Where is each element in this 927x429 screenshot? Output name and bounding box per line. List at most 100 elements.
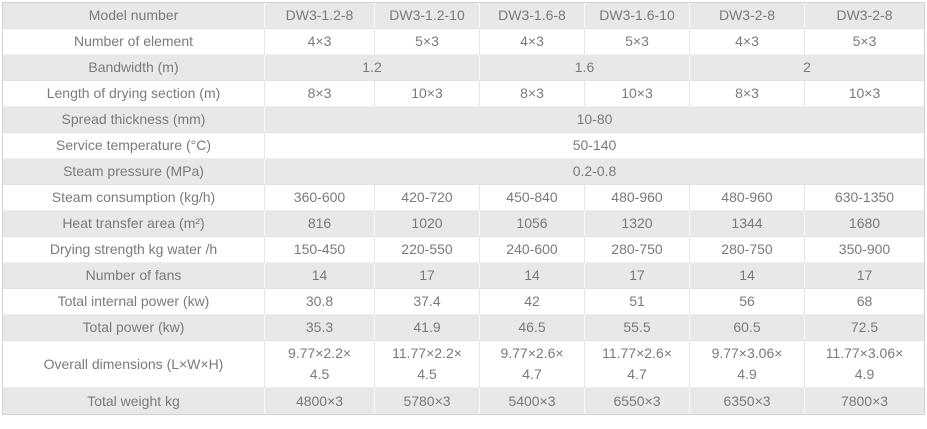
value-cell: 5×3 xyxy=(585,29,690,55)
value-cell: 17 xyxy=(375,263,480,289)
value-cell: 30.8 xyxy=(265,289,375,315)
value-cell: 1680 xyxy=(805,211,924,237)
value-cell: 240-600 xyxy=(480,237,585,263)
value-cell: 7800×3 xyxy=(805,388,924,414)
value-cell: 35.3 xyxy=(265,315,375,341)
value-cell: 14 xyxy=(265,263,375,289)
value-cell: 480-960 xyxy=(690,185,805,211)
value-cell: 14 xyxy=(690,263,805,289)
row-label: Spread thickness (mm) xyxy=(3,107,265,133)
value-cell: 280-750 xyxy=(690,237,805,263)
row-label: Total power (kw) xyxy=(3,315,265,341)
value-cell: 5400×3 xyxy=(480,388,585,414)
value-cell: 1056 xyxy=(480,211,585,237)
value-cell: 4800×3 xyxy=(265,388,375,414)
value-cell: 480-960 xyxy=(585,185,690,211)
value-cell: 1320 xyxy=(585,211,690,237)
value-cell: 68 xyxy=(805,289,924,315)
row-label: Number of fans xyxy=(3,263,265,289)
value-cell: 11.77×2.2× 4.5 xyxy=(375,341,480,388)
value-cell: 2 xyxy=(690,55,924,81)
value-cell: 10×3 xyxy=(585,81,690,107)
model-header-cell: DW3-2-8 xyxy=(805,3,924,29)
value-cell: 1020 xyxy=(375,211,480,237)
model-header-cell: DW3-2-8 xyxy=(690,3,805,29)
value-cell: 6550×3 xyxy=(585,388,690,414)
value-cell: 10×3 xyxy=(805,81,924,107)
spec-table-body: Model number DW3-1.2-8 DW3-1.2-10 DW3-1.6-8… xyxy=(3,3,924,414)
table-row: Heat transfer area (m²) 816 1020 1056 1320 13… xyxy=(3,211,924,237)
value-cell: 72.5 xyxy=(805,315,924,341)
value-cell: 41.9 xyxy=(375,315,480,341)
value-cell: 1344 xyxy=(690,211,805,237)
value-cell: 37.4 xyxy=(375,289,480,315)
table-row: Total power (kw) 35.3 41.9 46.5 55.5 60.5 72.5 xyxy=(3,315,924,341)
value-cell: 5×3 xyxy=(805,29,924,55)
value-cell: 8×3 xyxy=(265,81,375,107)
row-label: Total internal power (kw) xyxy=(3,289,265,315)
row-label: Bandwidth (m) xyxy=(3,55,265,81)
value-cell: 17 xyxy=(805,263,924,289)
header-row: Model number DW3-1.2-8 DW3-1.2-10 DW3-1.6-8… xyxy=(3,3,924,29)
table-row: Spread thickness (mm) 10-80 xyxy=(3,107,924,133)
value-cell: 4×3 xyxy=(265,29,375,55)
value-cell: 42 xyxy=(480,289,585,315)
value-cell: 280-750 xyxy=(585,237,690,263)
row-label: Steam pressure (MPa) xyxy=(3,159,265,185)
table-row: Drying strength kg water /h 150-450 220-55… xyxy=(3,237,924,263)
row-label: Model number xyxy=(3,3,265,29)
model-header-cell: DW3-1.2-10 xyxy=(375,3,480,29)
value-cell: 51 xyxy=(585,289,690,315)
model-header-cell: DW3-1.6-10 xyxy=(585,3,690,29)
table-row: Total weight kg 4800×3 5780×3 5400×3 6550×3 6… xyxy=(3,388,924,414)
value-cell: 56 xyxy=(690,289,805,315)
value-cell: 1.2 xyxy=(265,55,480,81)
table-row: Steam pressure (MPa) 0.2-0.8 xyxy=(3,159,924,185)
value-cell: 450-840 xyxy=(480,185,585,211)
row-label: Drying strength kg water /h xyxy=(3,237,265,263)
value-cell: 816 xyxy=(265,211,375,237)
value-cell: 4×3 xyxy=(480,29,585,55)
table-row: Bandwidth (m) 1.2 1.6 2 xyxy=(3,55,924,81)
value-cell: 46.5 xyxy=(480,315,585,341)
table-row: Number of element 4×3 5×3 4×3 5×3 4×3 5×3 xyxy=(3,29,924,55)
row-label: Length of drying section (m) xyxy=(3,81,265,107)
table-row: Steam consumption (kg/h) 360-600 420-720 45… xyxy=(3,185,924,211)
table-row: Overall dimensions (L×W×H) 9.77×2.2× 4.5 1… xyxy=(3,341,924,388)
row-label: Steam consumption (kg/h) xyxy=(3,185,265,211)
table-row: Service temperature (°C) 50-140 xyxy=(3,133,924,159)
value-cell: 10-80 xyxy=(265,107,924,133)
value-cell: 8×3 xyxy=(690,81,805,107)
model-header-cell: DW3-1.6-8 xyxy=(480,3,585,29)
row-label: Heat transfer area (m²) xyxy=(3,211,265,237)
value-cell: 8×3 xyxy=(480,81,585,107)
value-cell: 360-600 xyxy=(265,185,375,211)
row-label: Number of element xyxy=(3,29,265,55)
model-header-cell: DW3-1.2-8 xyxy=(265,3,375,29)
value-cell: 630-1350 xyxy=(805,185,924,211)
value-cell: 11.77×2.6× 4.7 xyxy=(585,341,690,388)
table-row: Total internal power (kw) 30.8 37.4 42 51 56 6… xyxy=(3,289,924,315)
value-cell: 420-720 xyxy=(375,185,480,211)
row-label: Service temperature (°C) xyxy=(3,133,265,159)
value-cell: 11.77×3.06× 4.9 xyxy=(805,341,924,388)
value-cell: 6350×3 xyxy=(690,388,805,414)
value-cell: 55.5 xyxy=(585,315,690,341)
row-label: Overall dimensions (L×W×H) xyxy=(3,341,265,388)
value-cell: 0.2-0.8 xyxy=(265,159,924,185)
row-label: Total weight kg xyxy=(3,388,265,414)
value-cell: 4×3 xyxy=(690,29,805,55)
value-cell: 5×3 xyxy=(375,29,480,55)
value-cell: 150-450 xyxy=(265,237,375,263)
value-cell: 220-550 xyxy=(375,237,480,263)
value-cell: 1.6 xyxy=(480,55,690,81)
value-cell: 14 xyxy=(480,263,585,289)
table-row: Number of fans 14 17 14 17 14 17 xyxy=(3,263,924,289)
spec-table: Model number DW3-1.2-8 DW3-1.2-10 DW3-1.6-8… xyxy=(2,2,925,415)
value-cell: 10×3 xyxy=(375,81,480,107)
table-row: Length of drying section (m) 8×3 10×3 8×3 10… xyxy=(3,81,924,107)
value-cell: 9.77×2.2× 4.5 xyxy=(265,341,375,388)
value-cell: 9.77×2.6× 4.7 xyxy=(480,341,585,388)
value-cell: 5780×3 xyxy=(375,388,480,414)
value-cell: 17 xyxy=(585,263,690,289)
